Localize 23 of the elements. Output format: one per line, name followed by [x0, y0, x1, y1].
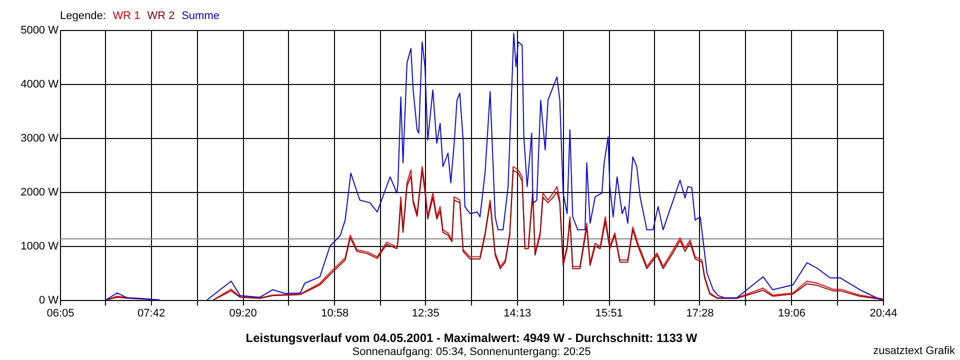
y-tick-label: 5000 W: [20, 24, 60, 36]
y-tick-label: 1000 W: [20, 240, 60, 252]
x-tick-label: 20:44: [870, 308, 898, 320]
x-tick-label: 12:35: [412, 308, 440, 320]
text: Sonnenaufgang: 05:34, Sonnenuntergang: 20:25: [352, 346, 591, 358]
text: WR 1: [112, 10, 140, 22]
x-tick-label: 09:20: [229, 308, 257, 320]
y-tick-label: 3000 W: [20, 132, 60, 144]
y-tick-label: 0 W: [38, 294, 60, 306]
x-tick-label: 19:06: [778, 308, 806, 320]
text: WR 2: [147, 10, 175, 22]
x-tick-label: 15:51: [595, 308, 623, 320]
x-tick-label: 10:58: [321, 308, 349, 320]
x-tick-label: 14:13: [504, 308, 532, 320]
y-tick-label: 4000 W: [20, 78, 60, 90]
text: zusatztext Grafik: [873, 345, 956, 357]
text: Leistungsverlauf vom 04.05.2001 - Maximalwert: 4949 W - Durchschnitt: 1133 W: [246, 331, 698, 345]
x-tick-label: 07:42: [138, 308, 166, 320]
x-tick-label: 17:28: [686, 308, 714, 320]
y-tick-label: 2000 W: [20, 186, 60, 198]
legend-title: Legende:: [60, 10, 106, 22]
x-tick-label: 06:05: [46, 308, 74, 320]
text: Summe: [182, 10, 220, 22]
